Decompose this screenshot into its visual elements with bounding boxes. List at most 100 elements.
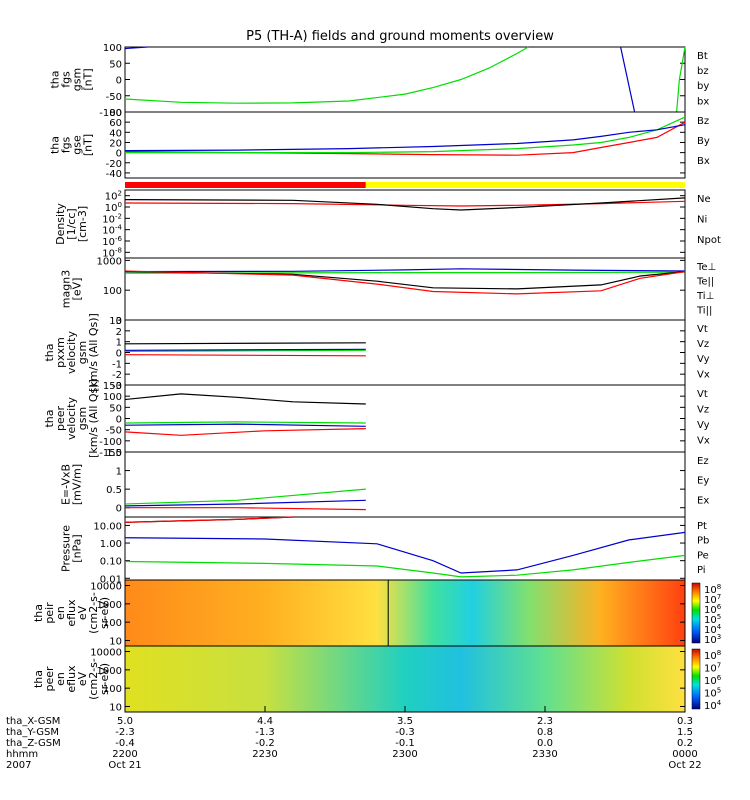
y-tick-label: 2	[116, 327, 122, 338]
plot-title: P5 (TH-A) fields and ground moments over…	[246, 29, 554, 44]
y-axis-label: thafgsgse[nT]	[49, 134, 95, 156]
y-tick-label: 1000	[97, 666, 122, 677]
panel-fgs_gse: thafgsgse[nT] Bz By Bx	[49, 112, 710, 178]
mode-segment	[125, 182, 366, 188]
y-tick-label: -1	[112, 359, 122, 370]
panel-frame	[125, 517, 685, 580]
legend-pe: Pe	[697, 550, 709, 561]
y-tick-label: 10	[109, 636, 122, 647]
y-axis-label: magn3[eV]	[60, 270, 84, 308]
legend-ti: Ti⊥	[696, 291, 714, 302]
y-tick-label: 0	[116, 349, 122, 360]
legend-by: By	[697, 136, 710, 147]
y-tick-label: 10000	[90, 582, 122, 593]
x-tick-label: 3.5	[397, 716, 413, 727]
x-tick-label: -0.3	[395, 727, 415, 738]
y-tick-label: -50	[106, 426, 122, 437]
y-tick-label: 0	[116, 415, 122, 426]
panels: thafgsgsm[nT]Btbzbybx100500-50-100thafgs…	[32, 43, 722, 713]
panel-fgs_gsm: thafgsgsm[nT] Bt bz by bx	[49, 47, 710, 112]
y-tick-label: -40	[106, 169, 122, 180]
legend-ez: Ez	[697, 456, 709, 467]
legend-vx: Vx	[697, 436, 710, 447]
colorbar-tick-label: 107	[704, 662, 721, 675]
legend-bx: bx	[697, 96, 709, 107]
x-tick-label: -0.4	[115, 738, 135, 749]
x-tick-label: Oct 21	[108, 760, 141, 771]
y-tick-label: 1	[116, 338, 122, 349]
legend-bt: Bt	[697, 51, 708, 62]
series-line-bx	[621, 47, 635, 112]
y-tick-label: 1000	[97, 256, 122, 267]
x-tick-label: 1.5	[677, 727, 693, 738]
x-tick-label: 2.3	[537, 716, 553, 727]
y-tick-label: 100	[103, 286, 122, 297]
y-tick-label: 10	[109, 702, 122, 713]
colorbar	[692, 583, 700, 643]
legend-bz: bz	[697, 66, 709, 77]
colorbar-tick-label: 105	[704, 687, 721, 700]
y-tick-label: 100	[103, 684, 122, 695]
panel-efield: E=-VxB[mV/m] Ez Ey Ex	[60, 452, 710, 517]
panel-peer_spectrogram: thapeerenefluxeV(cm2-s-sr-eV)	[32, 646, 700, 712]
legend-ti: Ti||	[696, 305, 712, 316]
legend-by: by	[697, 81, 709, 92]
series-line-vt	[125, 343, 366, 344]
series-line-ti	[125, 269, 685, 272]
series-line-ne	[125, 201, 685, 206]
x-axis-labels: tha_X-GSM 5.0 4.4 3.5 2.3 0.3 tha_Y-GSM -2.3 -1.…	[6, 706, 702, 771]
y-tick-label: 100	[103, 618, 122, 629]
y-tick-label: 150	[103, 381, 122, 392]
y-axis-label: thapeervelocitygsm[km/s (All Qs)]	[43, 379, 100, 458]
y-tick-label: 100	[103, 43, 122, 54]
x-tick-label: 2330	[532, 749, 557, 760]
y-tick-label: 1.00	[100, 539, 122, 550]
x-row-label: tha_X-GSM	[6, 716, 60, 727]
legend-pb: Pb	[697, 536, 709, 547]
x-tick-label: -0.2	[255, 738, 275, 749]
series-line-te	[125, 272, 685, 289]
panel-frame	[125, 320, 685, 385]
legend-bx: Bx	[697, 156, 710, 167]
x-tick-label: -1.3	[255, 727, 275, 738]
legend-pt: Pt	[697, 521, 707, 532]
legend-pi: Pi	[697, 565, 706, 576]
y-tick-label: 1.5	[106, 448, 122, 459]
series-line-vz	[125, 429, 366, 436]
x-row-label: 2007	[6, 760, 31, 771]
x-row-label: tha_Y-GSM	[6, 727, 59, 738]
legend-te: Te⊥	[696, 262, 716, 273]
legend-bz: Bz	[697, 116, 709, 127]
series-line-vz	[125, 355, 366, 356]
y-tick-label: -2	[112, 370, 122, 381]
panel-frame	[125, 112, 685, 178]
legend-ne: Ne	[697, 194, 711, 205]
y-axis-label: Density[1/cc][cm-3]	[54, 203, 89, 245]
colorbar-tick-label: 104	[704, 699, 722, 712]
spectrogram-image	[125, 580, 685, 646]
y-axis-label: thafgsgsm[nT]	[49, 68, 95, 91]
x-tick-label: 0.8	[537, 727, 553, 738]
legend-vt: Vt	[697, 324, 708, 335]
legend-ey: Ey	[697, 476, 709, 487]
y-axis-label: thapeirenefluxeV(cm2-s-sr-eV)	[32, 592, 111, 634]
y-tick-label: 100	[103, 392, 122, 403]
y-tick-label: -50	[106, 92, 122, 103]
x-tick-label: 2230	[252, 749, 277, 760]
x-tick-label: 5.0	[117, 716, 133, 727]
panel-pxxm_velocity: thapxxmvelocitygsm[km/s (All Qs)] Vt Vz Vy V…	[43, 313, 710, 392]
panel-temperature: magn3[eV]Te⊥Te||Ti⊥Ti||	[60, 258, 717, 320]
x-tick-label: Oct 22	[668, 760, 701, 771]
colorbar-tick-label: 106	[704, 674, 722, 687]
legend-vy: Vy	[697, 420, 710, 431]
y-axis-label: Pressure[nPa]	[60, 525, 84, 572]
x-tick-label: 0.2	[677, 738, 693, 749]
x-tick-label: 4.4	[257, 716, 273, 727]
panel-peer_velocity: thapeervelocitygsm[km/s (All Qs)] Vt Vz Vy V…	[43, 379, 710, 458]
series-line-vx	[125, 424, 366, 426]
y-tick-label: -100	[99, 437, 122, 448]
y-tick-label: 1000	[97, 600, 122, 611]
series-line-pi	[125, 532, 685, 573]
series-line-te	[125, 271, 685, 294]
